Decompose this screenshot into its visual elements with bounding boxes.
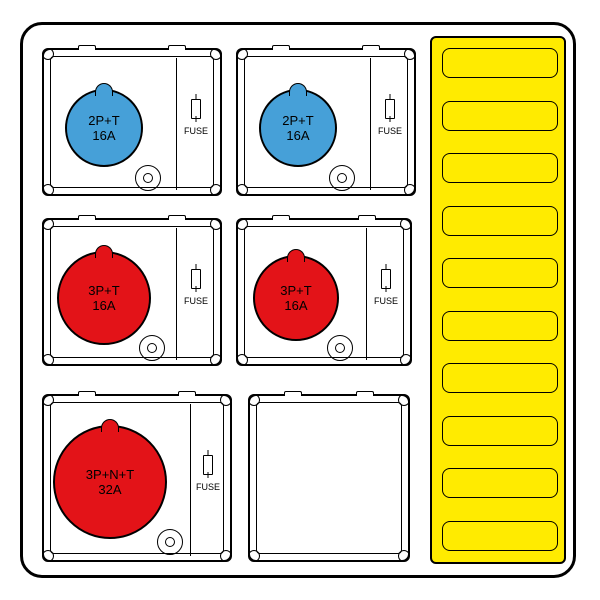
din-rail-cover (430, 36, 566, 564)
fuse-icon (381, 264, 391, 292)
cap-hinge-lug (95, 83, 113, 96)
screw (42, 354, 54, 366)
cap-latch[interactable] (139, 335, 165, 361)
screw (236, 184, 248, 196)
cap-hinge-lug (287, 249, 305, 262)
fuse-compartment: FUSE (176, 58, 216, 190)
blank-module (248, 394, 410, 562)
mount-tab (168, 45, 186, 50)
fuse-label: FUSE (176, 296, 216, 306)
din-slot[interactable] (442, 48, 558, 78)
screw (236, 48, 248, 60)
socket-module: FUSE 3P+N+T32A (42, 394, 232, 562)
fuse-compartment: FUSE (370, 58, 410, 190)
mount-tab (178, 391, 196, 396)
fuse-icon (385, 94, 395, 122)
fuse-label: FUSE (370, 126, 410, 136)
cap-latch[interactable] (327, 335, 353, 361)
socket-module: FUSE 3P+T16A (42, 218, 222, 366)
cap-hinge-lug (289, 83, 307, 96)
screw (42, 218, 54, 230)
fuse-compartment: FUSE (176, 228, 216, 360)
fuse-label: FUSE (176, 126, 216, 136)
screw (398, 550, 410, 562)
outlet-rating-label: 3P+T16A (88, 283, 119, 313)
screw (42, 394, 54, 406)
din-slot[interactable] (442, 468, 558, 498)
cap-hinge-lug (95, 245, 113, 258)
din-slot[interactable] (442, 363, 558, 393)
cap-latch[interactable] (329, 165, 355, 191)
mount-tab (358, 215, 376, 220)
fuse-label: FUSE (366, 296, 406, 306)
outlet-cap[interactable]: 2P+T16A (259, 89, 337, 167)
din-slot[interactable] (442, 521, 558, 551)
outlet-cap[interactable]: 3P+T16A (253, 255, 339, 341)
mount-tab (356, 391, 374, 396)
mount-tab (272, 215, 290, 220)
din-slot[interactable] (442, 101, 558, 131)
cap-latch[interactable] (135, 165, 161, 191)
mount-tab (362, 45, 380, 50)
outlet-cap[interactable]: 3P+N+T32A (53, 425, 167, 539)
din-slot[interactable] (442, 153, 558, 183)
fuse-icon (191, 264, 201, 292)
fuse-compartment: FUSE (190, 404, 226, 556)
outlet-rating-label: 3P+T16A (280, 283, 311, 313)
socket-module: FUSE 2P+T16A (236, 48, 416, 196)
mount-tab (168, 215, 186, 220)
din-slot[interactable] (442, 206, 558, 236)
outlet-cap[interactable]: 3P+T16A (57, 251, 151, 345)
socket-module: FUSE 2P+T16A (42, 48, 222, 196)
fuse-label: FUSE (190, 482, 226, 492)
mount-tab (78, 45, 96, 50)
outlet-rating-label: 2P+T16A (282, 113, 313, 143)
screw (248, 550, 260, 562)
din-slot[interactable] (442, 416, 558, 446)
screw (398, 394, 410, 406)
din-slot[interactable] (442, 258, 558, 288)
screw (248, 394, 260, 406)
mount-tab (78, 391, 96, 396)
socket-module: FUSE 3P+T16A (236, 218, 412, 366)
screw (42, 48, 54, 60)
outlet-rating-label: 3P+N+T32A (86, 467, 134, 497)
cap-latch[interactable] (157, 529, 183, 555)
mount-tab (272, 45, 290, 50)
outlet-cap[interactable]: 2P+T16A (65, 89, 143, 167)
fuse-icon (191, 94, 201, 122)
screw (236, 354, 248, 366)
outlet-rating-label: 2P+T16A (88, 113, 119, 143)
fuse-icon (203, 450, 213, 478)
screw (42, 550, 54, 562)
mount-tab (284, 391, 302, 396)
din-slot[interactable] (442, 311, 558, 341)
cap-hinge-lug (101, 419, 119, 432)
screw (42, 184, 54, 196)
screw (236, 218, 248, 230)
fuse-compartment: FUSE (366, 228, 406, 360)
mount-tab (78, 215, 96, 220)
